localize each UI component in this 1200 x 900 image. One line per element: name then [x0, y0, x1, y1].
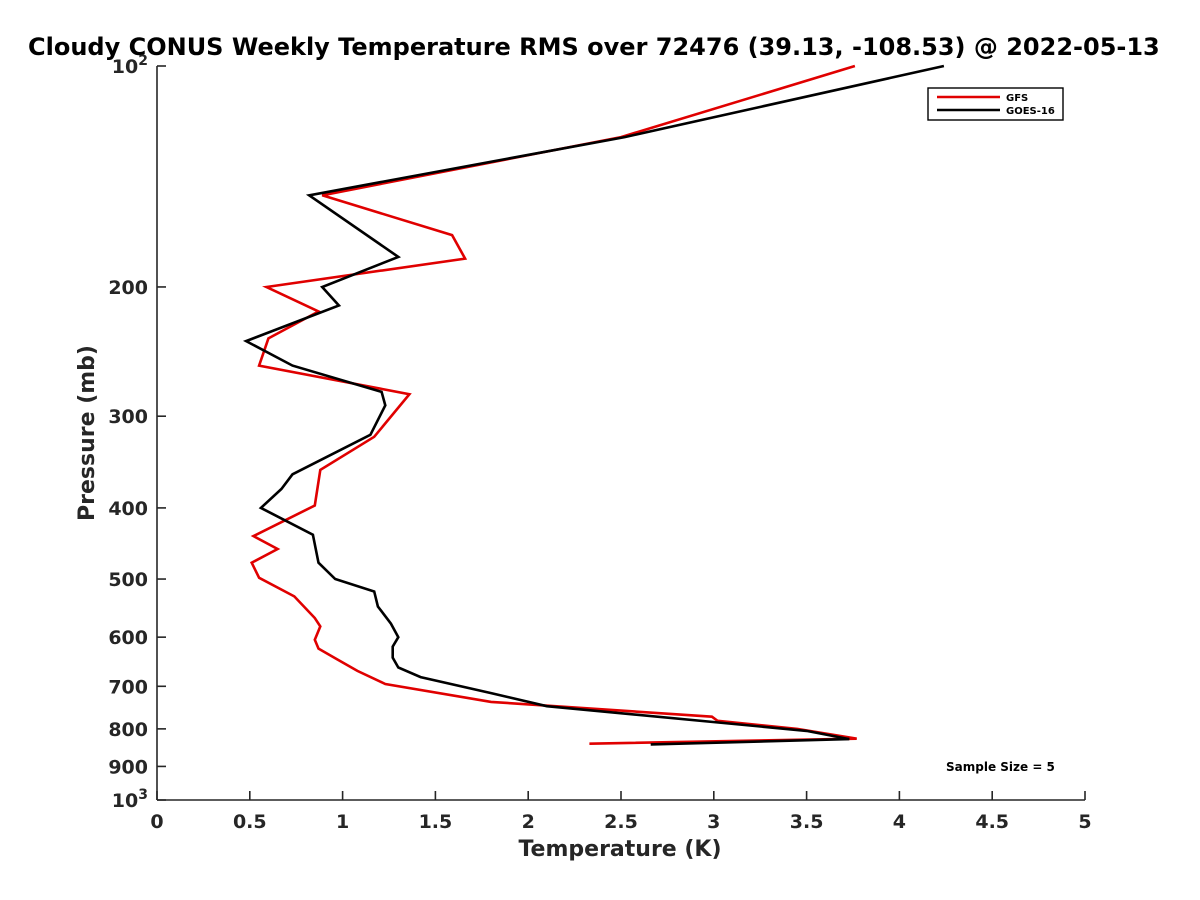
x-tick-label: 1.5: [419, 811, 453, 833]
y-tick-label: 400: [108, 498, 148, 520]
axes: [156, 66, 1085, 801]
legend-entry: GOES-16: [1006, 106, 1055, 117]
y-tick-label: 102: [112, 53, 148, 78]
x-tick-label: 3: [707, 811, 720, 833]
x-tick-label: 2: [522, 811, 535, 833]
y-axis: 102 200 300 400 500 600 700 800 900 103: [108, 53, 166, 812]
x-tick-label: 0: [150, 811, 163, 833]
y-tick-label: 700: [108, 676, 148, 698]
x-axis: 0 0.5 1 1.5 2 2.5 3 3.5 4 4.5 5: [150, 791, 1092, 833]
legend-entry: GFS: [1006, 93, 1028, 104]
x-axis-label: Temperature (K): [518, 837, 721, 862]
y-tick-label: 103: [112, 787, 148, 812]
series-line-2: [242, 64, 945, 746]
legend-box: [927, 87, 1064, 121]
x-tick-label: 2.5: [604, 811, 638, 833]
y-tick-label: 300: [108, 406, 148, 428]
x-tick-label: 4: [893, 811, 906, 833]
legend: GFS GOES-16: [927, 87, 1064, 121]
sample-size-annotation: Sample Size = 5: [946, 760, 1055, 774]
y-tick-label: 600: [108, 627, 148, 649]
y-axis-label: Pressure (mb): [75, 345, 100, 521]
x-tick-label: 0.5: [233, 811, 267, 833]
series-line-1: [249, 64, 857, 745]
chart-title: Cloudy CONUS Weekly Temperature RMS over…: [28, 33, 1160, 61]
x-tick-label: 4.5: [975, 811, 1009, 833]
y-tick-label: 200: [108, 277, 148, 299]
x-tick-label: 3.5: [790, 811, 824, 833]
x-tick-label: 1: [336, 811, 349, 833]
x-tick-label: 5: [1078, 811, 1091, 833]
y-tick-label: 900: [108, 756, 148, 778]
y-tick-label: 800: [108, 719, 148, 741]
y-tick-label: 500: [108, 569, 148, 591]
plot-area: [242, 64, 945, 746]
